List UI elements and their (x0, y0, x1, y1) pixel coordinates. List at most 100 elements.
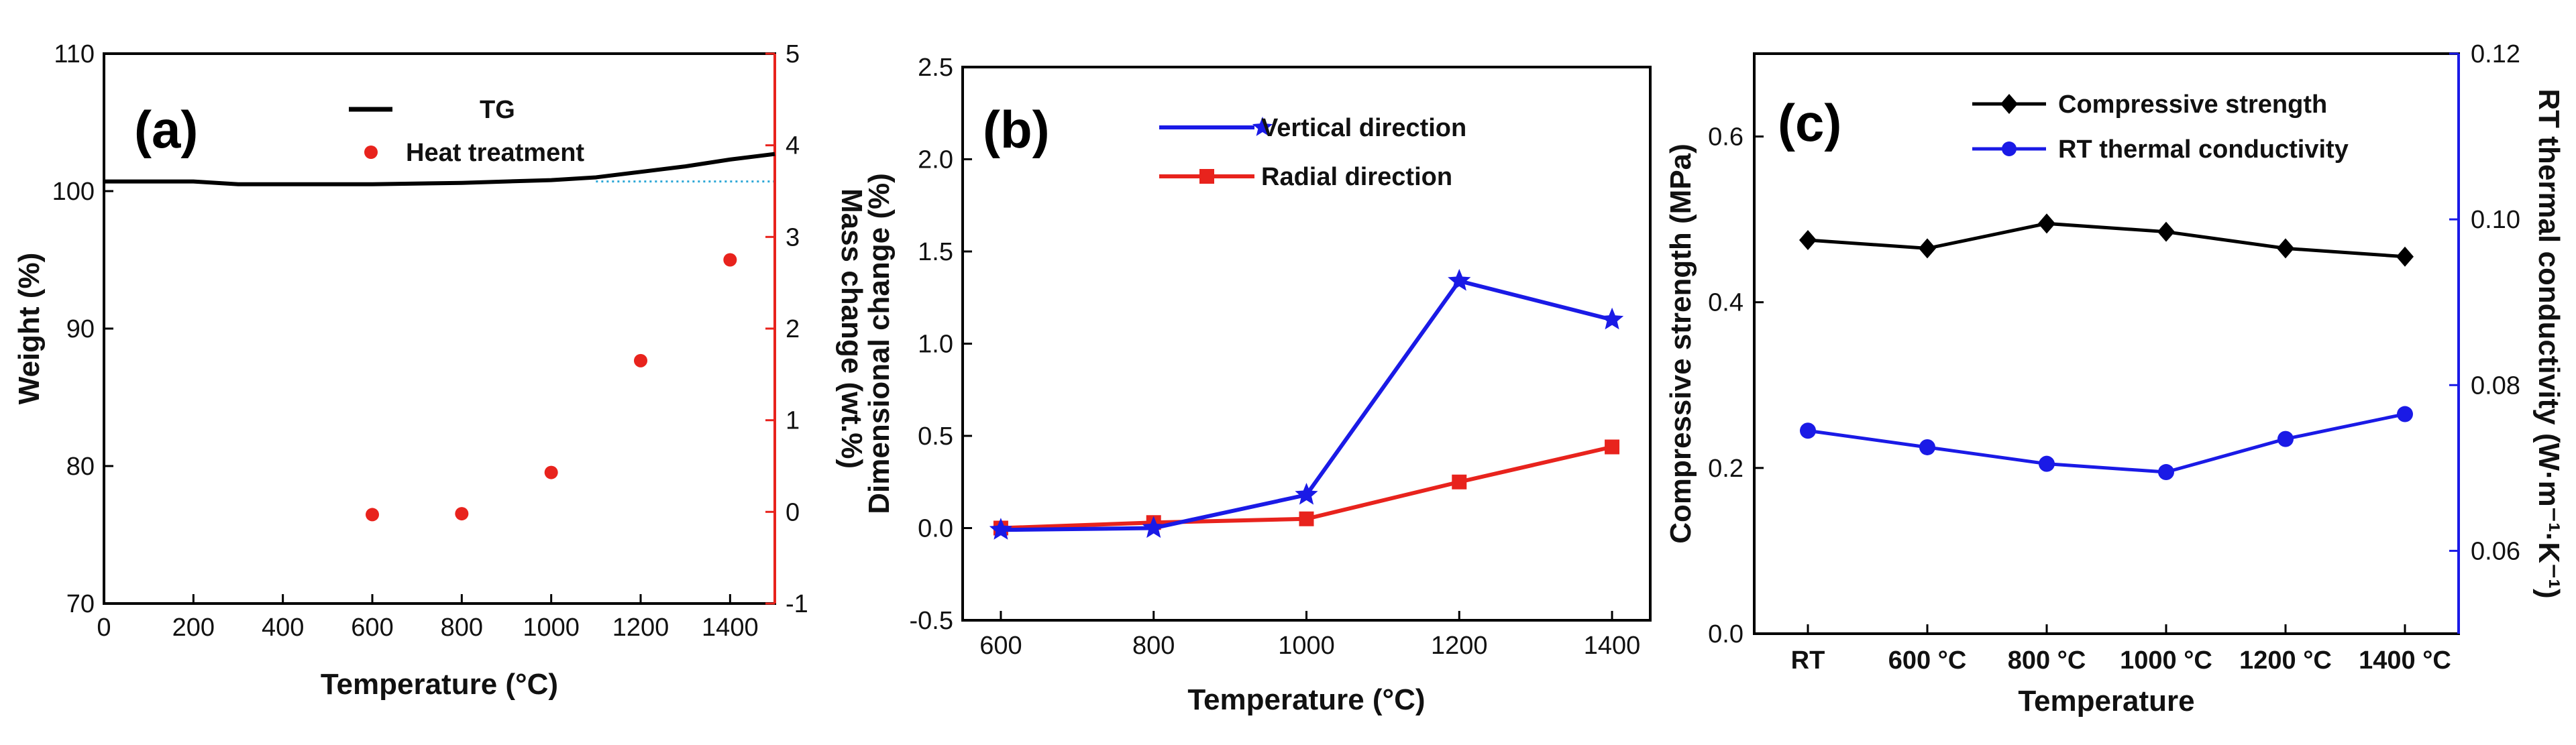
x-tick-label: 1000 (523, 614, 580, 642)
y-axis-label: Dimensional change (%) (863, 173, 896, 514)
x-tick-label: 800 (441, 614, 483, 642)
x-tick-label: 1000 (1278, 632, 1335, 660)
y2-tick-label: 0.08 (2471, 371, 2520, 400)
x-axis-label: Temperature (2018, 685, 2194, 718)
y-tick-label: -0.5 (910, 607, 953, 635)
panel-c: RT 600 °C 800 °C 1000 °C 1200 °C 1400 °C 0.0 0.… (1664, 40, 2565, 718)
panel-label: (a) (134, 100, 198, 159)
strength-point (2277, 238, 2294, 259)
panel-a: 0 200 400 600 800 1000 1200 1400 70 80 90 100 110 -1 0… (13, 40, 868, 701)
plot-frame (961, 66, 1652, 622)
heat-treatment-point (634, 353, 647, 367)
x-tick-label: 800 (1132, 632, 1175, 660)
x-tick-label: 600 °C (1888, 646, 1967, 675)
radial-point (1452, 474, 1467, 490)
y-tick-label: 110 (54, 40, 95, 68)
y2-tick-label: -1 (786, 590, 808, 618)
conductivity-point (2039, 455, 2055, 472)
y-tick-label: 0.6 (1708, 123, 1743, 152)
x-tick-label: 600 (351, 614, 393, 642)
y2-tick-label: 5 (786, 40, 800, 68)
legend-heat-swatch (364, 146, 378, 159)
vertical-point (1448, 269, 1471, 291)
radial-point (1605, 439, 1620, 455)
y-axis-label: Compressive strength (MPa) (1664, 144, 1697, 544)
y2-tick-label: 2 (786, 315, 800, 343)
y-tick-label: 0.4 (1708, 289, 1743, 317)
y-tick-label: 0.2 (1708, 455, 1743, 483)
y2-tick-label: 0.10 (2471, 206, 2520, 234)
x-tick-label: 1200 °C (2239, 646, 2332, 675)
y2-tick-label: 3 (786, 223, 800, 251)
y-tick-label: 0.0 (1708, 620, 1743, 648)
y-axis-label: Weight (%) (13, 253, 46, 405)
heat-treatment-point (455, 507, 469, 521)
vertical-point (1295, 483, 1318, 505)
x-tick-label: 1400 (1584, 632, 1641, 660)
y-tick-label: 2.0 (918, 146, 953, 174)
vertical-point (989, 518, 1013, 540)
strength-point (2038, 213, 2055, 234)
conductivity-point (2397, 406, 2413, 422)
y2-tick-label: 0.06 (2471, 537, 2520, 565)
y2-tick-label: 0.12 (2471, 40, 2520, 68)
radial-point (1299, 511, 1314, 526)
strength-point (1919, 238, 1936, 259)
y2-axis-label: RT thermal conductivity (W·m⁻¹·K⁻¹) (2532, 89, 2565, 598)
x-tick-label: 1200 (612, 614, 669, 642)
heat-treatment-point (723, 253, 737, 267)
vertical-point (1600, 307, 1624, 330)
x-axis-label: Temperature (°C) (321, 668, 558, 701)
legend-radial-label: Radial direction (1261, 163, 1452, 191)
panel-label: (c) (1778, 93, 1841, 152)
panel-b: 600 800 1000 1200 1400 -0.5 0.0 0.5 1.0 1.5 2.0 2.5… (863, 54, 1652, 716)
x-tick-label: 1400 °C (2359, 646, 2451, 675)
x-tick-label: 0 (97, 614, 111, 642)
x-tick-label: 800 °C (2008, 646, 2086, 675)
y-tick-label: 70 (66, 590, 95, 618)
series-conductivity-line (1807, 412, 2406, 474)
x-axis-label: Temperature (°C) (1187, 683, 1425, 716)
panel-label: (b) (983, 100, 1050, 159)
heat-treatment-point (544, 465, 558, 479)
y-tick-label: 90 (66, 315, 95, 343)
plot-frame (103, 52, 776, 605)
series-strength-line (1807, 221, 2406, 259)
series-tg-line (104, 152, 775, 186)
conductivity-point (2158, 464, 2174, 481)
y-tick-label: 100 (52, 178, 95, 206)
legend-radial-swatch-marker (1199, 169, 1214, 184)
vertical-point (1142, 516, 1165, 538)
strength-point (1799, 230, 1817, 251)
y-tick-label: 80 (66, 453, 95, 481)
x-tick-label: 600 (979, 632, 1022, 660)
legend-tg-label: TG (480, 96, 515, 124)
y2-tick-label: 0 (786, 498, 800, 526)
y2-tick-label: 4 (786, 132, 800, 160)
strength-point (2157, 221, 2175, 242)
legend-vertical-label: Vertical direction (1261, 114, 1466, 142)
x-tick-label: 1000 °C (2120, 646, 2212, 675)
y-tick-label: 1.5 (918, 238, 953, 266)
legend-strength-swatch-marker (2000, 94, 2018, 114)
x-tick-label: 400 (262, 614, 304, 642)
conductivity-point (2277, 431, 2294, 447)
legend-conductivity-swatch-marker (2002, 141, 2017, 156)
strength-point (2396, 246, 2414, 267)
y-tick-label: 2.5 (918, 54, 953, 82)
legend-vertical-swatch-marker (1252, 117, 1273, 136)
x-tick-label: 200 (172, 614, 215, 642)
heat-treatment-point (366, 508, 379, 522)
x-tick-label: 1200 (1431, 632, 1488, 660)
legend-heat-label: Heat treatment (406, 139, 584, 167)
y-tick-label: 0.5 (918, 422, 953, 451)
x-tick-label: RT (1791, 646, 1825, 675)
conductivity-point (1919, 439, 1935, 455)
y-tick-label: 1.0 (918, 331, 953, 359)
legend-conductivity-label: RT thermal conductivity (2058, 135, 2349, 164)
conductivity-point (1800, 422, 1816, 439)
x-tick-label: 1400 (702, 614, 759, 642)
y2-axis-label: Mass change (wt.%) (835, 188, 868, 469)
y2-tick-label: 1 (786, 407, 800, 435)
